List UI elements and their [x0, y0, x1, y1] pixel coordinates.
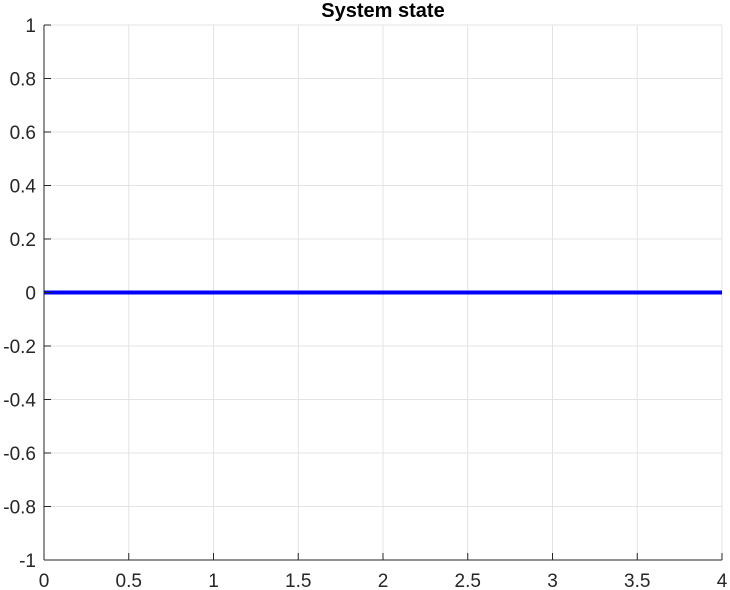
chart-title: System state	[321, 0, 444, 22]
y-tick-label: 1	[25, 16, 36, 37]
y-tick-label: -0.8	[3, 498, 36, 519]
x-tick-label: 2	[378, 571, 389, 590]
x-tick-label: 0	[39, 571, 50, 590]
y-tick-labels: 1 0.8 0.6 0.4 0.2 0 -0.2 -0.4 -0.6 -0.8 -1	[3, 16, 36, 572]
x-tick-labels: 0 0.5 1 1.5 2 2.5 3 3.5 4	[39, 571, 728, 590]
x-tick-label: 3	[547, 571, 558, 590]
y-tick-label: 0.6	[10, 123, 36, 144]
axes	[43, 24, 723, 561]
y-tick-label: 0	[25, 284, 36, 305]
x-tick-label: 2.5	[455, 571, 481, 590]
y-tick-label: -0.4	[3, 391, 36, 412]
y-tick-label: 0.4	[10, 177, 37, 198]
x-tick-label: 0.5	[116, 571, 142, 590]
y-tick-label: -0.2	[3, 337, 36, 358]
x-tick-label: 3.5	[624, 571, 650, 590]
x-tick-label: 1	[208, 571, 219, 590]
y-tick-label: -1	[19, 551, 36, 572]
x-tick-label: 1.5	[285, 571, 311, 590]
y-tick-label: 0.8	[10, 70, 36, 91]
x-tick-label: 4	[717, 571, 728, 590]
y-tick-label: 0.2	[10, 230, 36, 251]
y-tick-label: -0.6	[3, 444, 36, 465]
